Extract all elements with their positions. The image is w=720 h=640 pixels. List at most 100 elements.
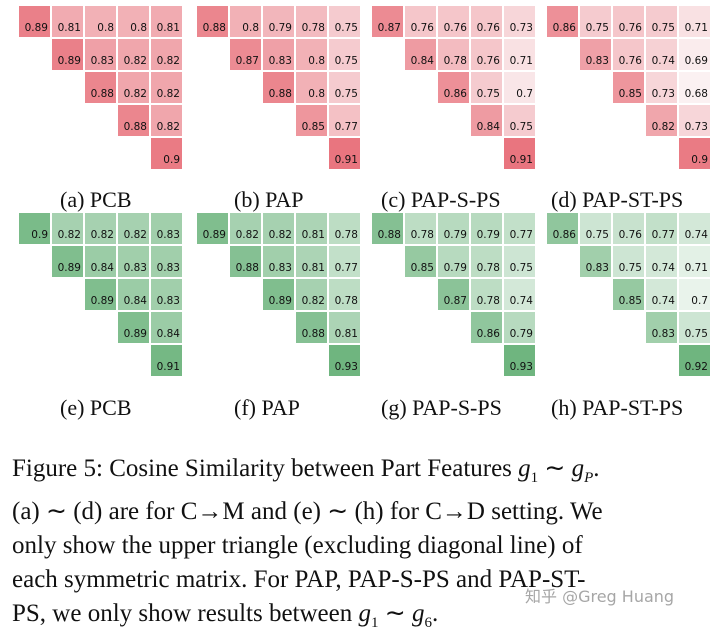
heatmap-cell: 0.84 xyxy=(405,39,436,70)
heatmap-cell: 0.83 xyxy=(85,39,116,70)
heatmap-cell: 0.82 xyxy=(118,213,149,244)
caption-line-5: PS, we only show results between xyxy=(12,600,359,627)
heatmap-cell: 0.85 xyxy=(405,246,436,277)
caption-line-2: (a) ∼ (d) are for C→M and (e) ∼ (h) for … xyxy=(12,498,603,525)
heatmap-grid: 0.86 0.75 0.76 0.77 0.74 0.83 0.75 0.74 0.71 0.85… xyxy=(547,213,712,378)
heatmap-cell: 0.83 xyxy=(151,279,182,310)
heatmap-cell: 0.8 xyxy=(230,6,261,37)
heatmap-cell: 0.69 xyxy=(679,39,710,70)
heatmap-cell: 0.76 xyxy=(471,6,502,37)
heatmap-cell: 0.88 xyxy=(230,246,261,277)
heatmap-cell: 0.9 xyxy=(19,213,50,244)
heatmap-cell: 0.89 xyxy=(197,213,228,244)
heatmap-cell: 0.86 xyxy=(547,213,578,244)
heatmap-cell: 0.71 xyxy=(679,246,710,277)
heatmap-cell: 0.93 xyxy=(504,345,535,376)
heatmap-cell: 0.74 xyxy=(646,279,677,310)
heatmap-cell: 0.86 xyxy=(471,312,502,343)
heatmap-cell: 0.77 xyxy=(504,213,535,244)
subfigure-label: (f) PAP xyxy=(234,395,300,420)
subfigure-label: (a) PCB xyxy=(60,187,132,212)
heatmap-cell: 0.88 xyxy=(296,312,327,343)
heatmap-cell: 0.75 xyxy=(580,6,611,37)
heatmap-cell: 0.77 xyxy=(329,105,360,136)
heatmap-cell: 0.84 xyxy=(118,279,149,310)
heatmap-cell: 0.78 xyxy=(296,6,327,37)
heatmap-cell: 0.78 xyxy=(329,213,360,244)
heatmap-grid: 0.88 0.8 0.79 0.78 0.75 0.87 0.83 0.8 0.75 0.88 0.… xyxy=(197,6,362,171)
heatmap-cell: 0.83 xyxy=(151,246,182,277)
heatmap-cell: 0.8 xyxy=(118,6,149,37)
heatmap-cell: 0.79 xyxy=(438,246,469,277)
heatmap-cell: 0.76 xyxy=(613,213,644,244)
heatmap-cell: 0.75 xyxy=(471,72,502,103)
heatmap-cell: 0.84 xyxy=(471,105,502,136)
heatmap-cell: 0.87 xyxy=(372,6,403,37)
heatmap-cell: 0.81 xyxy=(296,213,327,244)
heatmap-cell: 0.88 xyxy=(118,105,149,136)
heatmap-panel: 0.9 0.82 0.82 0.82 0.83 0.89 0.84 0.83 0.83 0.89 0… xyxy=(19,213,189,378)
heatmap-panel: 0.88 0.78 0.79 0.79 0.77 0.85 0.79 0.78 0.75 0.87… xyxy=(372,213,542,378)
heatmap-cell: 0.78 xyxy=(438,39,469,70)
heatmap-cell: 0.83 xyxy=(263,246,294,277)
heatmap-panel: 0.89 0.81 0.8 0.8 0.81 0.89 0.83 0.82 0.82 0.88 0.… xyxy=(19,6,189,171)
heatmap-cell: 0.88 xyxy=(372,213,403,244)
heatmap-cell: 0.88 xyxy=(197,6,228,37)
heatmap-cell: 0.86 xyxy=(547,6,578,37)
heatmap-cell: 0.91 xyxy=(151,345,182,376)
heatmap-cell: 0.74 xyxy=(679,213,710,244)
heatmap-cell: 0.81 xyxy=(151,6,182,37)
heatmap-cell: 0.83 xyxy=(580,246,611,277)
heatmap-grid: 0.89 0.81 0.8 0.8 0.81 0.89 0.83 0.82 0.82 0.88 0.… xyxy=(19,6,184,171)
heatmap-cell: 0.75 xyxy=(329,6,360,37)
heatmap-cell: 0.82 xyxy=(118,39,149,70)
heatmap-cell: 0.75 xyxy=(613,246,644,277)
heatmap-cell: 0.76 xyxy=(405,6,436,37)
heatmap-cell: 0.7 xyxy=(679,279,710,310)
subfigure-label: (h) PAP-ST-PS xyxy=(551,395,684,420)
heatmap-cell: 0.79 xyxy=(263,6,294,37)
heatmap-cell: 0.78 xyxy=(405,213,436,244)
heatmap-panel: 0.86 0.75 0.76 0.75 0.71 0.83 0.76 0.74 0.69 0.85… xyxy=(547,6,717,171)
heatmap-cell: 0.82 xyxy=(151,105,182,136)
heatmap-panel: 0.87 0.76 0.76 0.76 0.73 0.84 0.78 0.76 0.71 0.86… xyxy=(372,6,542,171)
heatmap-cell: 0.74 xyxy=(504,279,535,310)
heatmap-cell: 0.89 xyxy=(263,279,294,310)
heatmap-cell: 0.87 xyxy=(438,279,469,310)
heatmap-cell: 0.8 xyxy=(296,72,327,103)
heatmap-cell: 0.88 xyxy=(85,72,116,103)
heatmap-cell: 0.75 xyxy=(646,6,677,37)
heatmap-cell: 0.76 xyxy=(438,6,469,37)
heatmap-cell: 0.73 xyxy=(679,105,710,136)
heatmap-cell: 0.82 xyxy=(151,39,182,70)
heatmap-cell: 0.8 xyxy=(296,39,327,70)
heatmap-cell: 0.83 xyxy=(646,312,677,343)
heatmap-cell: 0.85 xyxy=(296,105,327,136)
heatmap-cell: 0.76 xyxy=(613,39,644,70)
heatmap-grid: 0.89 0.82 0.82 0.81 0.78 0.88 0.83 0.81 0.77 0.89… xyxy=(197,213,362,378)
caption-line-3: only show the upper triangle (excluding … xyxy=(12,532,583,559)
heatmap-cell: 0.89 xyxy=(19,6,50,37)
heatmap-cell: 0.76 xyxy=(613,6,644,37)
heatmap-cell: 0.82 xyxy=(118,72,149,103)
heatmap-cell: 0.73 xyxy=(504,6,535,37)
heatmap-cell: 0.77 xyxy=(646,213,677,244)
heatmap-cell: 0.73 xyxy=(646,72,677,103)
heatmap-cell: 0.82 xyxy=(230,213,261,244)
heatmap-cell: 0.79 xyxy=(471,213,502,244)
heatmap-cell: 0.78 xyxy=(471,279,502,310)
heatmap-cell: 0.75 xyxy=(679,312,710,343)
heatmap-cell: 0.79 xyxy=(438,213,469,244)
heatmap-cell: 0.88 xyxy=(263,72,294,103)
heatmap-panel: 0.86 0.75 0.76 0.77 0.74 0.83 0.75 0.74 0.71 0.85… xyxy=(547,213,717,378)
caption-line-1: Figure 5: Cosine Similarity between Part… xyxy=(12,455,519,482)
heatmap-cell: 0.75 xyxy=(504,246,535,277)
heatmap-cell: 0.84 xyxy=(151,312,182,343)
heatmap-cell: 0.86 xyxy=(438,72,469,103)
heatmap-cell: 0.82 xyxy=(85,213,116,244)
heatmap-cell: 0.68 xyxy=(679,72,710,103)
heatmap-grid: 0.87 0.76 0.76 0.76 0.73 0.84 0.78 0.76 0.71 0.86… xyxy=(372,6,537,171)
heatmap-cell: 0.89 xyxy=(52,39,83,70)
heatmap-cell: 0.77 xyxy=(329,246,360,277)
heatmap-cell: 0.87 xyxy=(230,39,261,70)
